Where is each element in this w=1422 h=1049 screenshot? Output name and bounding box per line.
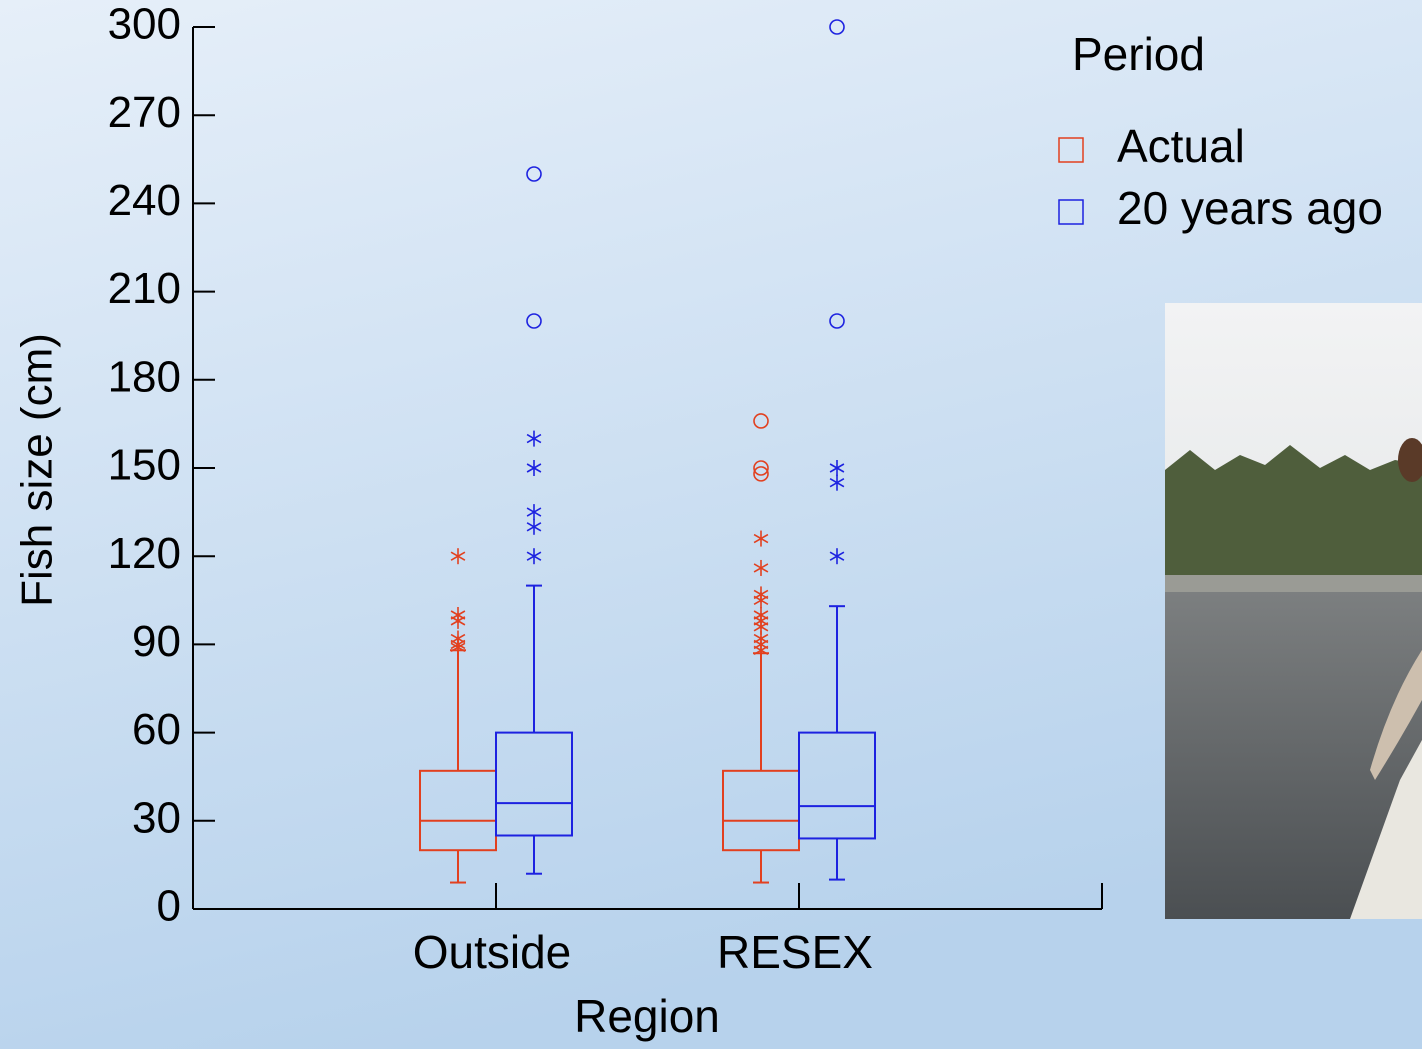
- outlier-marker: [829, 19, 845, 35]
- extreme-stroke: [829, 478, 845, 488]
- legend-label: Actual: [1117, 120, 1245, 172]
- y-tick-label: 120: [108, 529, 181, 578]
- outlier-marker: [829, 313, 845, 329]
- y-tick-label: 60: [132, 705, 181, 754]
- y-tick-label: 180: [108, 352, 181, 401]
- extreme-marker: [829, 474, 845, 491]
- extreme-marker: [829, 460, 845, 476]
- extreme-stroke: [526, 433, 542, 444]
- y-tick-label: 270: [108, 88, 181, 137]
- extreme-stroke: [753, 595, 769, 605]
- extreme-stroke: [450, 616, 466, 626]
- extreme-stroke: [526, 463, 542, 473]
- extreme-marker: [753, 592, 769, 609]
- y-tick-label: 0: [157, 882, 181, 931]
- y-axis-label: Fish size (cm): [13, 333, 62, 607]
- photo-person: [1398, 438, 1422, 482]
- extreme-marker: [753, 559, 769, 576]
- extreme-marker: [753, 530, 769, 547]
- x-tick-label: Outside: [413, 926, 572, 978]
- photo-shore: [1165, 575, 1422, 595]
- extreme-stroke: [450, 551, 466, 561]
- y-tick-label: 300: [108, 0, 181, 49]
- extreme-marker: [450, 639, 466, 656]
- extreme-marker: [526, 518, 542, 535]
- legend-title: Period: [1072, 28, 1205, 80]
- photo-trees: [1165, 445, 1422, 580]
- extreme-marker: [526, 548, 542, 565]
- y-tick-label: 150: [108, 441, 181, 490]
- extreme-stroke: [753, 563, 769, 573]
- x-tick-label: RESEX: [717, 926, 873, 978]
- extreme-marker: [450, 548, 466, 565]
- outlier-marker: [526, 166, 542, 182]
- legend-swatch: [1058, 199, 1084, 225]
- extreme-stroke: [829, 463, 845, 473]
- extreme-marker: [526, 460, 542, 476]
- extreme-stroke: [526, 507, 542, 517]
- y-tick-label: 210: [108, 264, 181, 313]
- extreme-marker: [829, 548, 845, 565]
- photo-fish: [1370, 650, 1422, 780]
- photo-boat: [1350, 740, 1422, 919]
- extreme-marker: [753, 642, 769, 659]
- legend-label: 20 years ago: [1117, 182, 1383, 234]
- extreme-stroke: [526, 551, 542, 561]
- outlier-marker: [753, 460, 769, 476]
- extreme-marker: [450, 612, 466, 629]
- extreme-stroke: [753, 533, 769, 544]
- extreme-stroke: [753, 622, 769, 632]
- y-tick-label: 240: [108, 176, 181, 225]
- outlier-marker: [753, 466, 769, 482]
- box: [798, 731, 876, 840]
- extreme-marker: [526, 430, 542, 447]
- outlier-marker: [526, 313, 542, 329]
- box: [495, 731, 573, 837]
- legend-swatch: [1058, 137, 1084, 163]
- extreme-stroke: [829, 551, 845, 561]
- outlier-marker: [753, 413, 769, 429]
- extreme-marker: [526, 504, 542, 521]
- x-axis-label: Region: [574, 990, 720, 1042]
- extreme-stroke: [753, 645, 769, 655]
- photo: [1165, 303, 1422, 919]
- extreme-stroke: [526, 522, 542, 532]
- y-tick-label: 30: [132, 793, 181, 842]
- y-tick-label: 90: [132, 617, 181, 666]
- extreme-stroke: [450, 642, 466, 653]
